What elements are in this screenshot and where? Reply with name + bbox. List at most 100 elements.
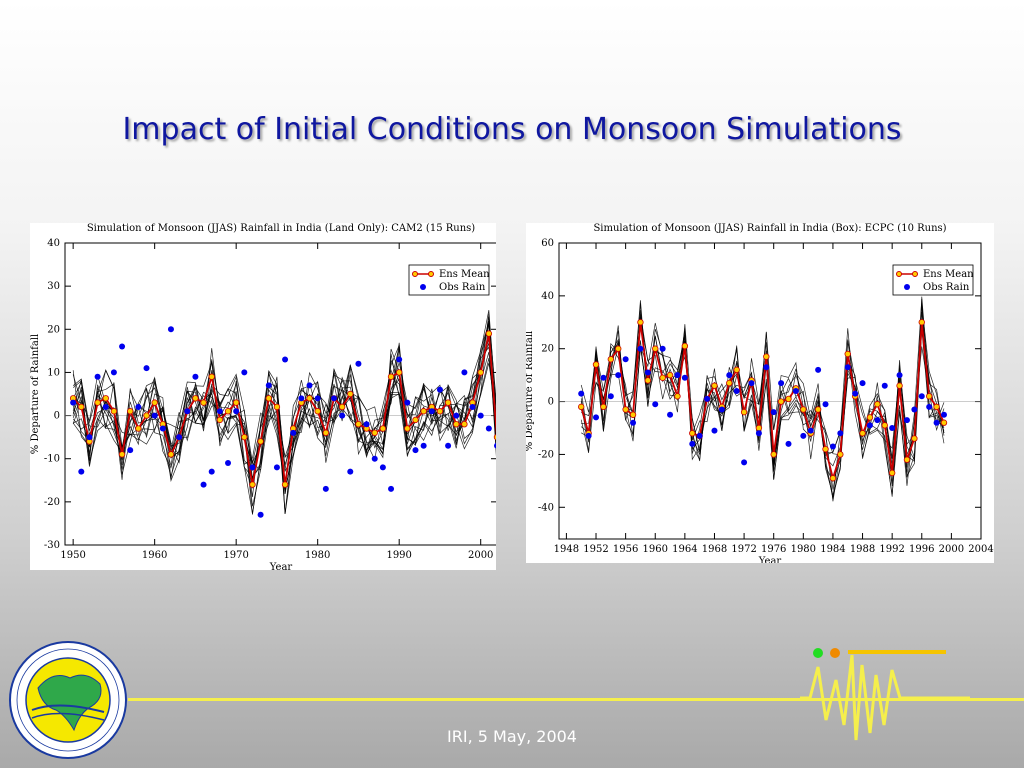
chart-1-ens-mean-point	[592, 361, 600, 368]
chart-1-obs-point	[741, 459, 748, 466]
chart-0-run-line	[72, 324, 514, 480]
iitm-logo	[9, 641, 127, 759]
chart-0-ens-mean-point	[436, 408, 444, 415]
chart-1-obs-point	[718, 406, 725, 413]
chart-0-ens-mean-point	[404, 425, 411, 432]
chart-1-obs-point	[792, 388, 799, 394]
chart-0-obs-point	[265, 382, 272, 389]
chart-0-obs-point	[273, 464, 280, 471]
chart-1-ens-mean-point	[859, 430, 866, 437]
chart-0-obs-point	[388, 485, 395, 492]
chart-1-obs-point	[896, 372, 903, 379]
chart-0-obs-point	[167, 326, 174, 333]
chart-0-obs-point	[184, 408, 191, 415]
chart-0-ens-mean-point	[485, 330, 493, 337]
chart-0-xtick-label: 1980	[305, 550, 330, 561]
chart-1-ens-mean-point	[785, 395, 792, 403]
chart-0-ens-mean-point	[118, 451, 126, 458]
chart-1-obs-point	[637, 345, 644, 352]
chart-1-ytick-label: 40	[541, 291, 554, 302]
chart-0-obs-point	[78, 468, 85, 475]
chart-0-obs-point	[257, 511, 264, 518]
chart-1-obs-point	[822, 401, 829, 408]
chart-0-ens-mean-point	[94, 399, 101, 406]
chart-0-ens-mean-point	[265, 395, 272, 402]
chart-0-obs-point	[135, 403, 142, 410]
chart-1-obs-point	[866, 422, 873, 429]
chart-1-ens-mean-point	[689, 430, 696, 437]
chart-1-ytick-label: -40	[538, 502, 554, 513]
chart-1-xtick-label: 1964	[672, 544, 697, 555]
footer-text: IRI, 5 May, 2004	[447, 727, 577, 746]
chart-1-xtick-label: 1952	[583, 544, 608, 555]
chart-0-ens-mean-point	[241, 433, 248, 441]
chart-0-ens-mean-point	[420, 408, 427, 415]
chart-1-ens-mean-point	[911, 435, 918, 442]
chart-1-plot-frame	[558, 242, 982, 540]
chart-1-ens-mean-point	[837, 451, 844, 458]
chart-1-ens-mean-point	[940, 419, 948, 426]
chart-1-obs-point	[659, 345, 666, 352]
chart-1-obs-point	[844, 364, 851, 371]
chart-1-xtick-label: 1956	[613, 544, 638, 555]
chart-1-legend-ens-mean: Ens Mean	[923, 269, 974, 280]
chart-1-ens-mean-point	[881, 422, 888, 429]
chart-0-ens-mean-point	[216, 416, 224, 424]
chart-1-xtick-label: 1972	[731, 544, 756, 555]
chart-0-obs-point	[94, 373, 101, 380]
chart-1-obs-point	[630, 419, 637, 426]
chart-1-obs-point	[674, 372, 681, 379]
chart-1-ens-mean-point	[933, 403, 940, 411]
chart-0-run-line	[72, 357, 514, 498]
chart-1-xtick-label: 1968	[702, 544, 727, 555]
chart-1-ens-mean-line	[580, 322, 945, 482]
chart-1-obs-point	[874, 417, 881, 424]
chart-0-obs-point	[412, 447, 419, 454]
chart-1-ytick-label: 60	[541, 238, 554, 249]
chart-1-obs-point	[689, 440, 696, 447]
chart-1-ens-mean-point	[800, 406, 807, 413]
chart-0-ens-mean-point	[371, 429, 378, 437]
chart-1-obs-point	[652, 401, 659, 408]
chart-1-legend-mean-marker	[896, 271, 902, 277]
ecpc-chart: Simulation of Monsoon (JJAS) Rainfall in…	[524, 223, 994, 567]
chart-0-xtick-label: 1950	[60, 550, 85, 561]
chart-0-ens-mean-point	[379, 425, 387, 432]
chart-0-obs-point	[420, 442, 427, 449]
chart-1-obs-point	[681, 374, 688, 381]
chart-0-ens-mean-point	[167, 451, 175, 458]
chart-0-obs-point	[298, 395, 305, 402]
chart-0-obs-point	[151, 412, 158, 419]
chart-1-obs-point	[852, 390, 859, 397]
chart-0-obs-point	[477, 412, 484, 419]
chart-1-ens-mean-point	[740, 408, 748, 416]
chart-1-ytick-label: 0	[548, 397, 554, 408]
chart-1-legend-mean-marker	[912, 271, 918, 277]
chart-0-legend-mean-marker	[428, 271, 434, 277]
chart-1-xtick-label: 1976	[761, 544, 786, 555]
chart-1-ens-mean-point	[896, 382, 903, 389]
chart-1-xlabel: Year	[758, 556, 782, 563]
chart-0-ens-mean-point	[412, 416, 419, 424]
chart-1-obs-point	[644, 369, 651, 376]
chart-1-obs-point	[815, 366, 822, 373]
chart-0-obs-point	[314, 395, 321, 402]
chart-1-obs-point	[733, 388, 740, 394]
chart-0-ytick-label: 0	[54, 411, 60, 422]
chart-1-ens-mean-point	[637, 319, 644, 326]
chart-1-obs-point	[755, 430, 762, 437]
chart-0-ens-mean-point	[453, 420, 460, 428]
chart-0-ytick-label: -30	[44, 540, 60, 551]
chart-1-ytick-label: -20	[538, 449, 554, 460]
chart-0-ytick-label: -10	[44, 454, 60, 465]
chart-0-ytick-label: -20	[44, 497, 60, 508]
chart-0-xtick-label: 1990	[386, 550, 411, 561]
chart-1-ens-mean-point	[644, 377, 652, 384]
chart-0-ens-mean-point	[461, 420, 468, 428]
chart-0-ylabel: % Departure of Rainfall	[30, 334, 41, 454]
chart-0-obs-point	[200, 481, 207, 488]
chart-1-ens-mean-point	[726, 379, 733, 387]
chart-0-ens-mean-point	[281, 481, 289, 488]
chart-0-obs-point	[208, 468, 215, 475]
chart-0-obs-point	[469, 403, 476, 410]
